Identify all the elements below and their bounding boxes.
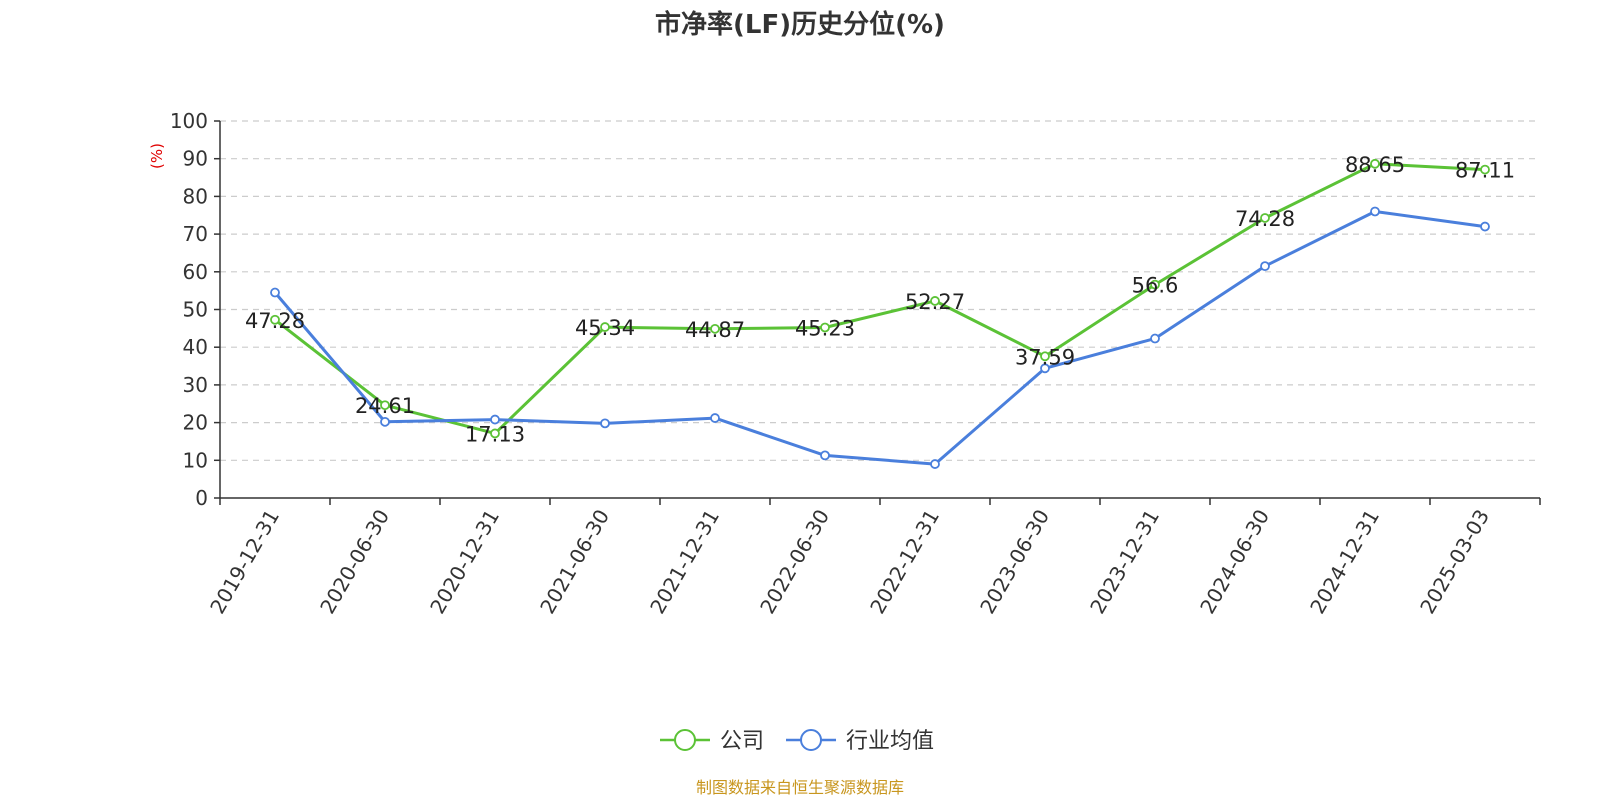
y-tick-label: 70	[183, 222, 208, 246]
data-point[interactable]	[1370, 206, 1380, 217]
legend-item-1[interactable]: 行业均值	[786, 729, 934, 754]
x-tick-label: 2023-12-31	[1085, 505, 1164, 618]
data-point[interactable]	[1150, 279, 1160, 290]
x-tick-label: 2020-06-30	[315, 505, 394, 618]
legend-label: 公司	[720, 729, 764, 754]
data-label: 87.11	[1455, 159, 1515, 183]
legend-marker	[800, 729, 823, 751]
data-point[interactable]	[1480, 164, 1490, 175]
data-point[interactable]	[1040, 351, 1050, 362]
x-tick-label: 2020-12-31	[425, 505, 504, 618]
y-tick-label: 60	[183, 260, 208, 284]
data-point[interactable]	[930, 459, 940, 469]
y-tick-label: 40	[183, 335, 208, 359]
legend-marker	[674, 729, 696, 751]
y-tick-label: 10	[183, 448, 208, 472]
grid-lines	[220, 120, 1540, 461]
data-point[interactable]	[1260, 213, 1270, 223]
y-tick-label: 50	[183, 298, 208, 322]
data-label: 88.65	[1345, 153, 1405, 177]
x-tick-label: 2022-06-30	[755, 505, 834, 618]
data-point[interactable]	[1370, 158, 1380, 169]
data-point[interactable]	[380, 400, 390, 411]
series-lines	[270, 158, 1490, 469]
data-point[interactable]	[600, 418, 610, 429]
x-tick-label: 2025-03-03	[1415, 505, 1494, 618]
x-tick-label: 2024-06-30	[1195, 505, 1274, 618]
y-tick-label: 90	[183, 147, 208, 171]
data-label: 37.59	[1015, 345, 1075, 369]
series-line-1	[273, 210, 1486, 466]
x-tick-label: 2021-12-31	[645, 505, 724, 618]
data-label: 17.13	[465, 422, 525, 446]
chart-title: 市净率(LF)历史分位(%)	[655, 9, 945, 40]
data-label: 45.23	[795, 316, 855, 340]
data-label: 47.28	[245, 309, 305, 333]
data-point[interactable]	[1260, 261, 1270, 272]
y-tick-label: 80	[183, 184, 208, 208]
data-point[interactable]	[1040, 363, 1050, 374]
series-line-0	[274, 162, 1486, 435]
data-point[interactable]	[270, 314, 280, 325]
y-axis-unit: (%)	[148, 143, 166, 169]
data-point[interactable]	[270, 287, 280, 298]
data-label: 44.87	[685, 318, 745, 342]
data-label: 24.61	[355, 394, 415, 418]
x-tick-label: 2021-06-30	[535, 505, 614, 618]
y-tick-label: 30	[183, 373, 208, 397]
data-label: 52.27	[905, 290, 965, 314]
x-tick-label: 2019-12-31	[205, 505, 284, 618]
data-point[interactable]	[380, 416, 390, 427]
data-point[interactable]	[1150, 333, 1160, 344]
x-tick-label: 2023-06-30	[975, 505, 1054, 618]
data-point[interactable]	[930, 296, 940, 306]
legend-item-0[interactable]: 公司	[660, 729, 764, 754]
x-tick-label: 2022-12-31	[865, 505, 944, 618]
data-point[interactable]	[490, 428, 500, 439]
data-point[interactable]	[1480, 221, 1490, 232]
data-point[interactable]	[710, 413, 720, 423]
y-tick-label: 0	[195, 486, 208, 510]
data-labels: 47.28 24.61 17.13 45.34 44.87 45.23 52.27 37.59…	[245, 153, 1515, 447]
data-point[interactable]	[600, 322, 610, 332]
legend[interactable]: 公司 行业均值	[660, 729, 934, 754]
data-point[interactable]	[820, 450, 830, 461]
y-tick-label: 100	[170, 109, 208, 133]
data-label: 56.6	[1132, 274, 1179, 298]
x-tick-label: 2024-12-31	[1305, 505, 1384, 618]
data-point[interactable]	[820, 322, 830, 333]
y-tick-label: 20	[183, 411, 208, 435]
data-point[interactable]	[490, 414, 500, 425]
data-point[interactable]	[710, 323, 720, 334]
legend-label: 行业均值	[846, 729, 934, 754]
data-label: 74.28	[1235, 207, 1295, 231]
data-source-note: 制图数据来自恒生聚源数据库	[696, 778, 904, 797]
data-label: 45.34	[575, 316, 635, 340]
